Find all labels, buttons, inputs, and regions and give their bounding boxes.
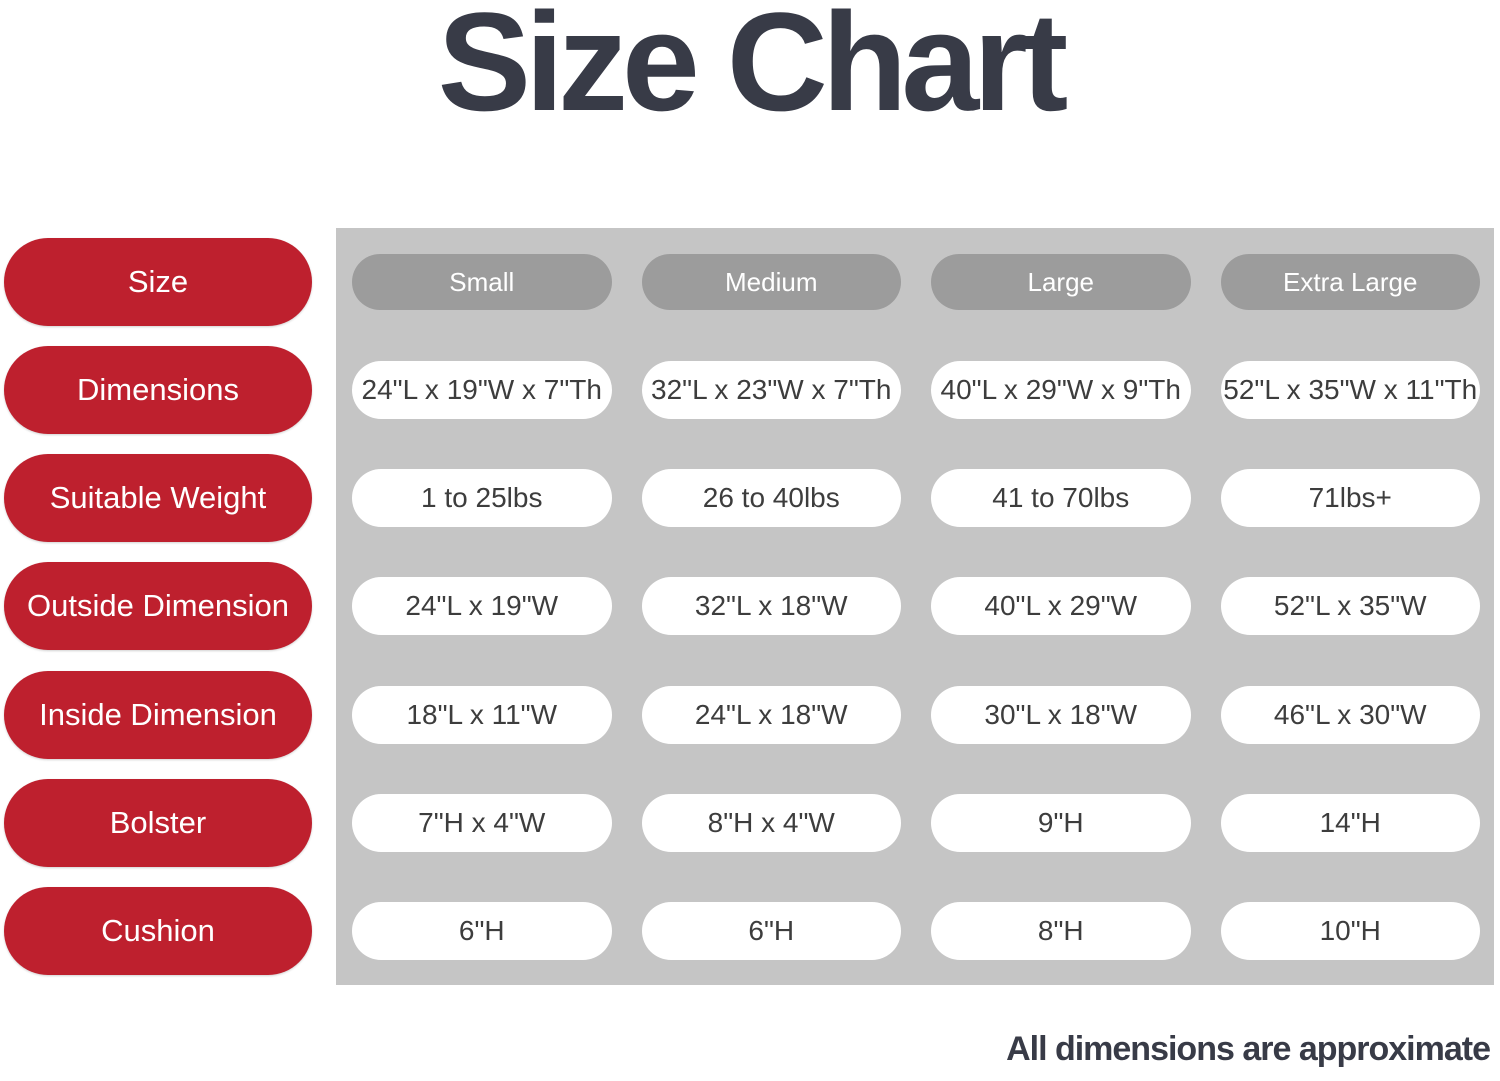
column-header-extra-large: Extra Large (1220, 254, 1480, 311)
cell-dimensions-large: 40"L x 29"W x 9"Th (931, 361, 1191, 420)
row-label-outside-dimension: Outside Dimension (4, 562, 312, 651)
cell-dimensions-small: 24"L x 19"W x 7"Th (352, 361, 612, 420)
cell-inside-dimension-medium: 24"L x 18"W (641, 685, 901, 744)
cell-bolster-medium: 8"H x 4"W (641, 793, 901, 852)
cell-suitable-weight-small: 1 to 25lbs (352, 469, 612, 528)
row-label-cushion: Cushion (4, 886, 312, 975)
cell-suitable-weight-medium: 26 to 40lbs (641, 469, 901, 528)
cell-bolster-large: 9"H (931, 793, 1191, 852)
cell-cushion-medium: 6"H (641, 901, 901, 960)
footnote: All dimensions are approximate (1006, 1030, 1491, 1068)
size-chart-table: Small Medium Large Extra Large 24"L x 19… (352, 228, 1480, 985)
column-header-small: Small (352, 254, 612, 311)
cell-suitable-weight-extra-large: 71lbs+ (1220, 469, 1480, 528)
row-label-inside-dimension: Inside Dimension (4, 670, 312, 759)
row-label-dimensions: Dimensions (4, 346, 312, 435)
cell-cushion-extra-large: 10"H (1220, 901, 1480, 960)
cell-outside-dimension-extra-large: 52"L x 35"W (1220, 577, 1480, 636)
cell-bolster-small: 7"H x 4"W (352, 793, 612, 852)
row-label-suitable-weight: Suitable Weight (4, 454, 312, 543)
cell-suitable-weight-large: 41 to 70lbs (931, 469, 1191, 528)
column-header-medium: Medium (641, 254, 901, 311)
cell-outside-dimension-medium: 32"L x 18"W (641, 577, 901, 636)
page-title: Size Chart (437, 0, 1069, 140)
row-label-bolster: Bolster (4, 778, 312, 867)
cell-outside-dimension-small: 24"L x 19"W (352, 577, 612, 636)
cell-cushion-small: 6"H (352, 901, 612, 960)
cell-outside-dimension-large: 40"L x 29"W (931, 577, 1191, 636)
row-label-column: Size Dimensions Suitable Weight Outside … (4, 228, 312, 985)
cell-bolster-extra-large: 14"H (1220, 793, 1480, 852)
cell-inside-dimension-large: 30"L x 18"W (931, 685, 1191, 744)
cell-dimensions-extra-large: 52"L x 35"W x 11"Th (1220, 361, 1480, 420)
row-label-size: Size (4, 238, 312, 327)
cell-inside-dimension-small: 18"L x 11"W (352, 685, 612, 744)
cell-cushion-large: 8"H (931, 901, 1191, 960)
column-header-large: Large (931, 254, 1191, 311)
cell-inside-dimension-extra-large: 46"L x 30"W (1220, 685, 1480, 744)
cell-dimensions-medium: 32"L x 23"W x 7"Th (641, 361, 901, 420)
